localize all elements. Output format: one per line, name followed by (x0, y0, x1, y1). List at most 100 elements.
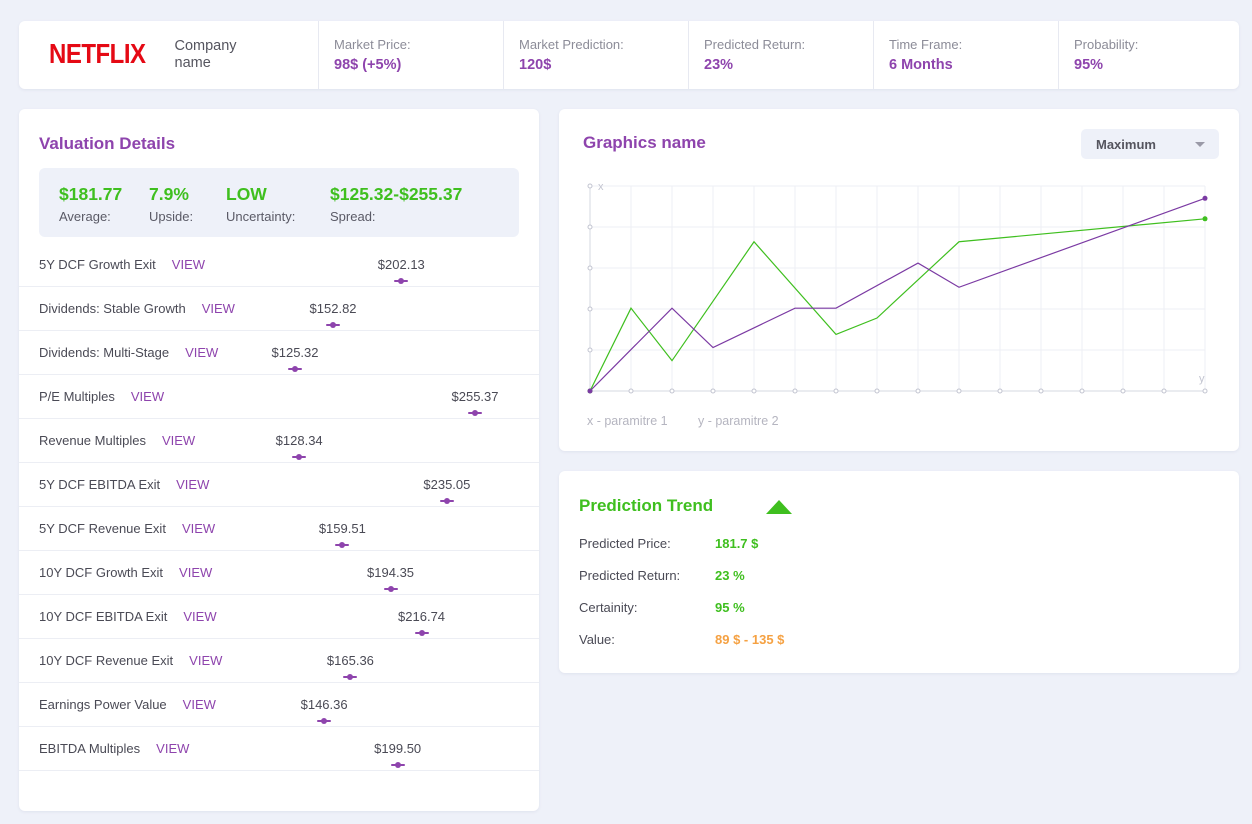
stat-value: 98$ (+5%) (334, 57, 402, 73)
x-tick (792, 388, 798, 394)
range-select-value: Maximum (1096, 137, 1156, 152)
netflix-logo: NETFLIX (49, 38, 146, 70)
chevron-down-icon (1195, 142, 1205, 147)
view-link[interactable]: VIEW (185, 345, 219, 360)
valuation-price: $199.50 (374, 741, 422, 756)
valuation-method-label: 10Y DCF Revenue Exit VIEW (39, 653, 222, 668)
view-link[interactable]: VIEW (176, 477, 210, 492)
y-axis-label: x (598, 181, 604, 193)
stat-label: Predicted Return: (704, 37, 806, 52)
value-marker (383, 586, 398, 592)
stat-label: Market Prediction: (519, 37, 624, 52)
prediction-title: Prediction Trend (579, 496, 714, 515)
x-tick (1038, 388, 1044, 394)
valuation-method-label: 10Y DCF EBITDA Exit VIEW (39, 609, 217, 624)
summary-value: $125.32-$255.37 (330, 184, 463, 204)
method-name: 10Y DCF Growth Exit (39, 565, 164, 580)
view-link[interactable]: VIEW (179, 565, 213, 580)
valuation-row: Revenue Multiples VIEW $128.34 (19, 419, 539, 463)
valuation-price: $255.37 (451, 389, 499, 404)
value-marker (439, 498, 454, 504)
valuation-row: Dividends: Stable Growth VIEW $152.82 (19, 287, 539, 331)
method-name: Dividends: Multi-Stage (39, 345, 170, 360)
x-tick (628, 388, 634, 394)
stat-value: 6 Months (889, 57, 953, 73)
valuation-method-label: Dividends: Stable Growth VIEW (39, 301, 235, 316)
header-bar: NETFLIX Company name Market Price: 98$ (… (19, 21, 1239, 89)
valuation-price: $216.74 (398, 609, 446, 624)
x-tick (669, 388, 675, 394)
x-tick (956, 388, 962, 394)
x-tick (833, 388, 839, 394)
stat-predicted-return: Predicted Return: 23% (689, 21, 874, 89)
method-name: 5Y DCF EBITDA Exit (39, 477, 161, 492)
summary-value: 7.9% (149, 184, 189, 204)
view-link[interactable]: VIEW (183, 609, 217, 624)
summary-label: Upside: (149, 209, 194, 224)
summary-upside: 7.9% Upside: (149, 184, 193, 224)
valuation-summary: $181.77 Average: 7.9% Upside: LOW Uncert… (39, 168, 519, 237)
series-point-end (1202, 216, 1208, 222)
view-link[interactable]: VIEW (181, 521, 216, 536)
summary-average: $181.77 Average: (59, 184, 122, 224)
prediction-row: Certainity: 95 % (579, 600, 745, 615)
legend-y: y - paramitre 2 (698, 414, 779, 428)
x-tick (997, 388, 1003, 394)
valuation-method-label: 5Y DCF EBITDA Exit VIEW (39, 477, 209, 492)
summary-value: LOW (226, 184, 267, 204)
graphics-title: Graphics name (583, 133, 706, 152)
valuation-row: 10Y DCF Growth Exit VIEW $194.35 (19, 551, 539, 595)
prediction-label: Predicted Price: (579, 536, 671, 551)
view-link[interactable]: VIEW (201, 301, 235, 316)
series-point-end (1202, 195, 1208, 201)
method-name: EBITDA Multiples (39, 741, 141, 756)
prediction-value: 23 % (715, 568, 745, 583)
valuation-row: EBITDA Multiples VIEW $199.50 (19, 727, 539, 771)
valuation-price: $235.05 (423, 477, 471, 492)
value-marker (335, 542, 350, 548)
summary-label: Uncertainty: (226, 209, 296, 224)
view-link[interactable]: VIEW (156, 741, 190, 756)
value-marker (468, 410, 482, 416)
valuation-method-label: Revenue Multiples VIEW (39, 433, 195, 448)
x-tick (1079, 388, 1085, 394)
view-link[interactable]: VIEW (182, 697, 216, 712)
company-name-label: Company name (174, 38, 237, 71)
stat-label: Probability: (1074, 37, 1139, 52)
method-name: Revenue Multiples (39, 433, 146, 448)
valuation-method-label: 10Y DCF Growth Exit VIEW (39, 565, 212, 580)
valuation-method-label: 5Y DCF Growth Exit VIEW (39, 257, 205, 272)
summary-label: Average: (59, 209, 111, 224)
x-tick (1120, 388, 1126, 394)
view-link[interactable]: VIEW (130, 389, 165, 404)
x-tick (710, 388, 716, 394)
value-marker (317, 718, 332, 724)
valuation-row: 10Y DCF EBITDA Exit VIEW $216.74 (19, 595, 539, 639)
x-axis-label: y (1199, 373, 1205, 385)
method-name: 10Y DCF Revenue Exit (39, 653, 174, 668)
x-tick (1202, 388, 1208, 394)
valuation-row: 10Y DCF Revenue Exit VIEW $165.36 (19, 639, 539, 683)
series-line-2 (589, 197, 1206, 392)
method-name: Dividends: Stable Growth (39, 301, 186, 316)
valuation-method-label: Dividends: Multi-Stage VIEW (39, 345, 218, 360)
prediction-panel: Prediction Trend Predicted Price: 181.7 … (559, 471, 1239, 673)
valuation-price: $159.51 (318, 521, 366, 536)
prediction-label: Predicted Return: (579, 568, 681, 583)
valuation-rows: 5Y DCF Growth Exit VIEW $202.13 Dividends: … (19, 243, 539, 771)
valuation-method-label: 5Y DCF Revenue Exit VIEW (39, 521, 215, 536)
y-tick (587, 224, 593, 230)
valuation-row: 5Y DCF EBITDA Exit VIEW $235.05 (19, 463, 539, 507)
prediction-row: Predicted Return: 23 % (579, 568, 745, 583)
x-tick (874, 388, 880, 394)
method-name: 5Y DCF Revenue Exit (39, 521, 166, 536)
method-name: 10Y DCF EBITDA Exit (39, 609, 168, 624)
view-link[interactable]: VIEW (171, 257, 206, 272)
range-select[interactable]: Maximum (1081, 129, 1219, 159)
view-link[interactable]: VIEW (189, 653, 223, 668)
view-link[interactable]: VIEW (161, 433, 196, 448)
prediction-value: 89 $ - 135 $ (715, 632, 785, 647)
summary-uncertainty: LOW Uncertainty: (226, 184, 295, 224)
valuation-row: 5Y DCF Growth Exit VIEW $202.13 (19, 243, 539, 287)
